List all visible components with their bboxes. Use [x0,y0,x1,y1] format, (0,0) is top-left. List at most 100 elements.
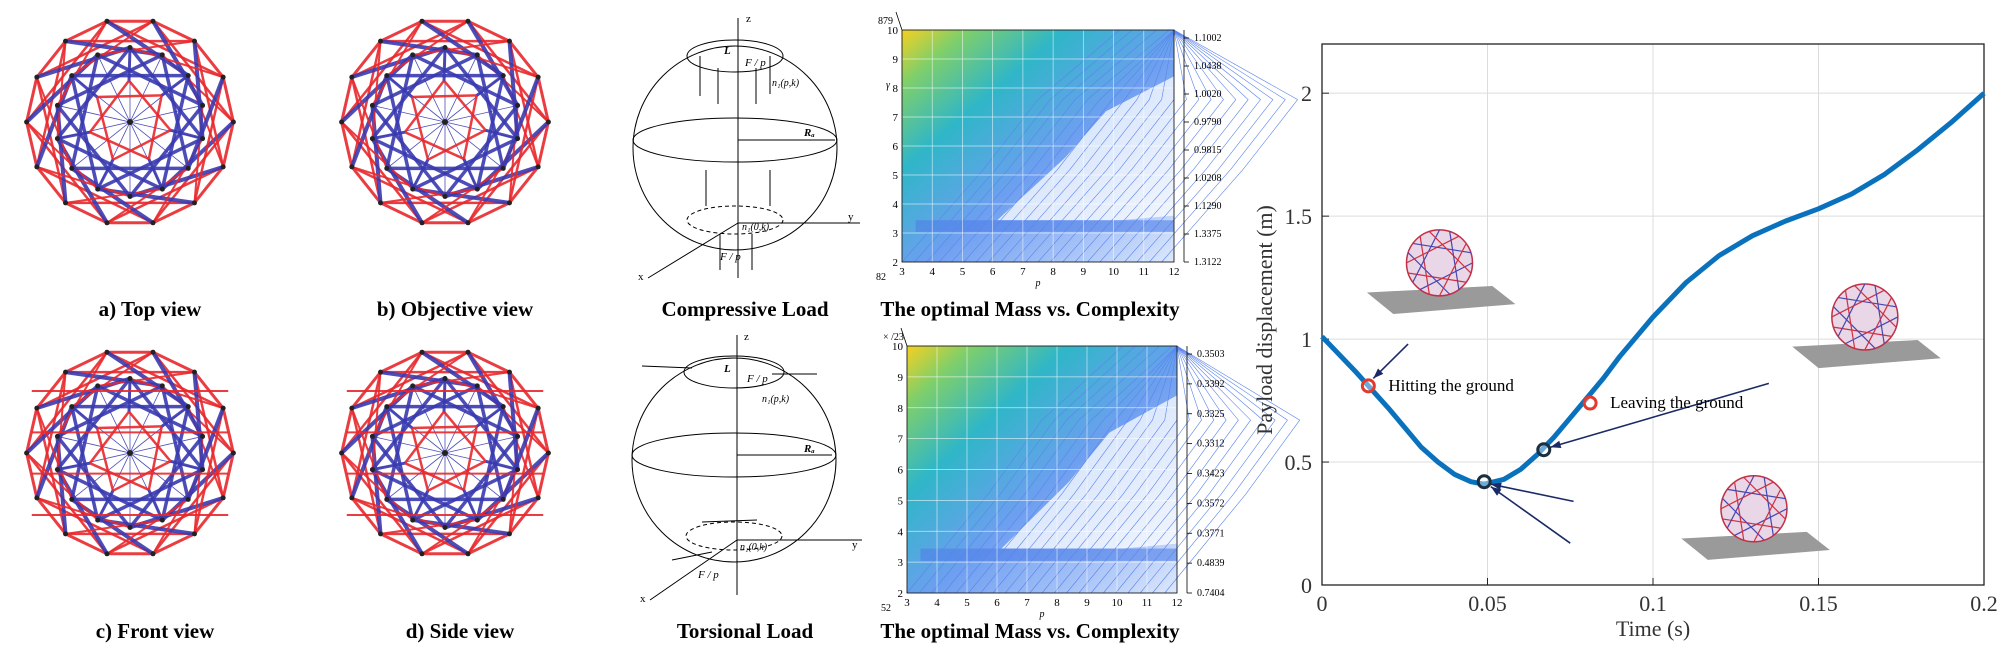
torsional-L-label: L [723,363,731,375]
contour-right-label: 0.3325 [1197,409,1225,420]
contour-x-tick: 6 [990,266,996,278]
contour-xlabel: p [1035,278,1041,289]
event-marker [1476,474,1492,490]
contour-x-tick: 6 [994,597,1000,609]
contour-x-tick: 12 [1169,266,1180,278]
contour-y-tick: 9 [898,372,904,384]
objective-view-sphere [339,18,551,226]
contour-x-tick: 3 [899,266,905,278]
chart-x-tick: 0.05 [1468,591,1507,616]
contour-right-label: 0.3503 [1197,349,1225,360]
chart-y-tick: 0 [1301,573,1312,598]
torsional-load-caption: Torsional Load [676,619,814,643]
contour-right-label: 1.0208 [1194,173,1222,184]
contour-x-tick: 12 [1172,597,1183,609]
chart-y-tick: 0.5 [1285,450,1313,475]
contour-top-caption: The optimal Mass vs. Complexity [880,297,1180,321]
chart-y-tick: 1.5 [1285,204,1313,229]
sphere-inset [1405,229,1474,297]
contour-corner-bottom: 52 [881,603,891,614]
compressive-n-bottom: n₁(0,k) [742,222,770,233]
contour-corner-top: 879 [878,16,893,27]
top-view-sphere [24,18,236,226]
compressive-load-diagram: z x y L F / p n₁(p,k) Rₐ n₁(0,k) F / p [632,13,860,283]
compressive-L-label: L [723,45,731,57]
contour-right-label: 1.1002 [1194,33,1222,44]
contour-x-tick: 10 [1112,597,1124,609]
torsional-n-bottom: n₁(0,k) [740,542,768,553]
top-view-caption: a) Top view [98,297,202,321]
contour-y-tick: 9 [893,54,899,66]
compressive-Fp-label: F / p [744,57,766,69]
torsional-z-label: z [744,331,749,343]
contour-y-tick: 7 [893,112,899,124]
contour-y-tick: 6 [898,465,904,477]
contour-y-tick: 8 [893,83,899,95]
contour-x-tick: 3 [904,597,910,609]
compressive-load-caption: Compressive Load [661,297,829,321]
contour-x-tick: 8 [1054,597,1060,609]
displacement-series-line [1320,91,1986,487]
contour-y-tick: 5 [893,170,899,182]
torsional-y-label: y [852,539,858,551]
contour-y-tick: 3 [898,557,904,569]
contour-x-tick: 7 [1024,597,1030,609]
chart-x-tick: 0.2 [1970,591,1998,616]
contour-y-tick: 10 [887,25,899,37]
contour-x-tick: 7 [1020,266,1026,278]
contour-x-tick: 11 [1142,597,1153,609]
event-label: Leaving the ground [1610,393,1744,412]
payload-displacement-chart: Payload displacement (m) Time (s) 0 0.05 0… [1252,43,1998,641]
contour-right-label: 0.7404 [1197,588,1225,599]
contour-y-tick: 8 [898,403,904,415]
contour-plot-top: 3 4 5 6 7 8 9 10 11 121098765432pγ879821.10021.04… [876,11,1299,289]
contour-corner-bottom: 82 [876,272,886,283]
contour-x-tick: 4 [934,597,940,609]
chart-x-tick: 0.1 [1639,591,1667,616]
contour-xlabel: p [1039,609,1045,620]
ground-plane [1681,531,1830,560]
contour-ylabel: γ [886,80,891,91]
contour-x-tick: 9 [1081,266,1087,278]
contour-y-tick: 3 [893,228,899,240]
torsional-x-label: x [640,593,646,605]
chart-ylabel: Payload displacement (m) [1252,205,1277,435]
contour-y-tick: 4 [898,526,904,538]
contour-y-tick: 10 [892,341,904,353]
contour-x-tick: 10 [1108,266,1120,278]
chart-y-tick: 2 [1301,81,1312,106]
contour-x-tick: 9 [1084,597,1090,609]
contour-right-label: 1.1290 [1194,201,1222,212]
event-marker [1582,395,1598,411]
chart-y-tick: 1 [1301,327,1312,352]
contour-right-label: 1.0438 [1194,61,1222,72]
chart-x-tick: 0.15 [1799,591,1838,616]
contour-right-label: 0.9790 [1194,117,1222,128]
torsional-Fp-label: F / p [746,373,768,385]
contour-y-tick: 7 [898,434,904,446]
contour-x-tick: 5 [960,266,966,278]
event-marker [1360,378,1376,394]
contour-y-tick: 2 [893,257,899,269]
contour-x-tick: 5 [964,597,970,609]
chart-x-tick: 0 [1317,591,1328,616]
contour-right-label: 0.4839 [1197,558,1225,569]
contour-y-tick: 6 [893,141,899,153]
contour-right-label: 0.3771 [1197,528,1225,539]
torsional-load-diagram: z x y L F / p n₁(p,k) Rₐ n₁(0,k) F / p [631,331,862,605]
objective-view-caption: b) Objective view [376,297,534,321]
contour-right-label: 0.3423 [1197,469,1225,480]
contour-right-label: 1.0020 [1194,89,1222,100]
contour-y-tick: 2 [898,588,904,600]
contour-x-tick: 8 [1050,266,1056,278]
torsional-n-top: n₁(p,k) [762,394,790,405]
compressive-Fp-bottom: F / p [719,251,741,263]
compressive-Ra: Rₐ [803,127,815,139]
event-label: Hitting the ground [1388,376,1514,395]
contour-right-label: 0.3392 [1197,379,1225,390]
compressive-n-top: n₁(p,k) [772,78,800,89]
contour-right-label: 0.3312 [1197,439,1225,450]
torsional-Fp-bottom: F / p [697,569,719,581]
compressive-x-label: x [638,271,644,283]
